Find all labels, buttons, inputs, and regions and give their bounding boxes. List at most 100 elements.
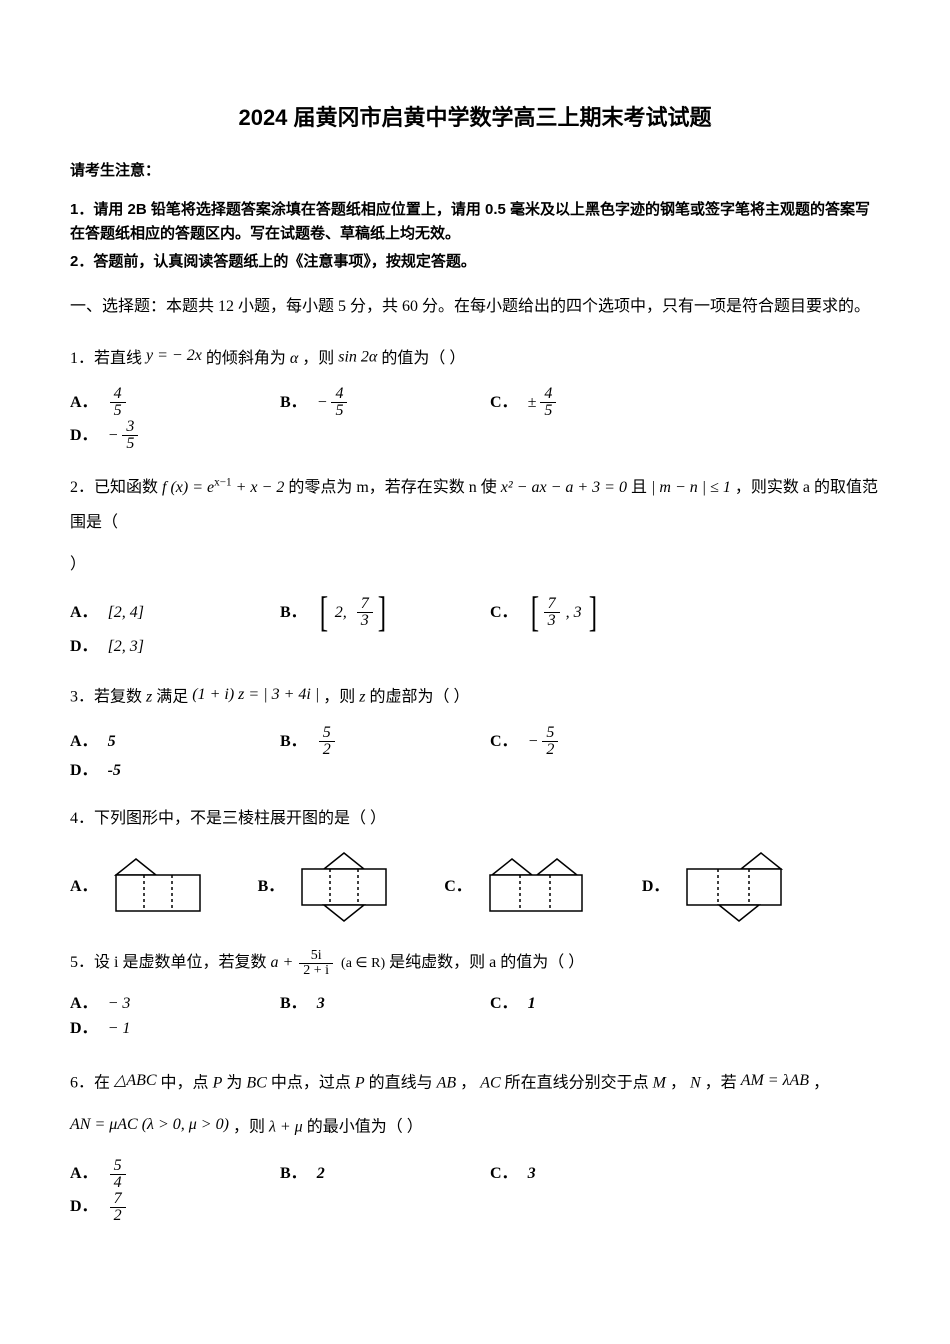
question-1: 1．若直线 y = − 2x 的倾斜角为 α ，则 sin 2α 的值为（ ）: [70, 338, 880, 376]
q2-option-C: C． [ 73 , 3 ]: [490, 592, 690, 634]
q1-sin2a: sin 2α: [338, 348, 377, 365]
opt-label-A6: A．: [70, 1161, 98, 1187]
q6-mid5: ，: [460, 1074, 480, 1091]
q3-post: 的虚部为（ ）: [369, 689, 469, 706]
opt-label-A5: A．: [70, 991, 98, 1017]
q1-option-C: C． ± 45: [490, 386, 690, 419]
prism-net-A-icon: [108, 853, 208, 921]
q6-M: M: [653, 1074, 666, 1091]
q1-text-pre: 1．若直线: [70, 350, 146, 367]
q2-fx-base: f (x) = e: [162, 479, 214, 496]
q6-option-A: A． 54: [70, 1158, 270, 1191]
q3-B-num: 5: [319, 725, 335, 742]
q6-N: N: [690, 1074, 701, 1091]
q3-pre: 3．若复数: [70, 689, 146, 706]
q3-eq: (1 + i) z = | 3 + 4i |: [192, 686, 319, 703]
q6-post: 的最小值为（ ）: [307, 1118, 423, 1135]
q4-text: 4．下列图形中，不是三棱柱展开图的是（ ）: [70, 810, 386, 827]
q6-option-B: B． 2: [280, 1161, 480, 1187]
q3-option-C: C． − 52: [490, 725, 690, 758]
q1-text-mid: 的倾斜角为: [206, 350, 290, 367]
q6-A-num: 5: [110, 1158, 126, 1175]
q2-option-D: D． [2, 3]: [70, 634, 270, 660]
q6-pre: 6．在: [70, 1074, 114, 1091]
q6-AB: AB: [437, 1074, 457, 1091]
opt-label-C: C．: [490, 390, 518, 416]
section-1-label: 一、选择题：本题共 12 小题，每小题 5 分，共 60 分。在每小题给出的四个…: [70, 294, 880, 320]
opt-label-B3: B．: [280, 729, 307, 755]
q2-C-right: 3: [574, 604, 582, 621]
q6-AC: AC: [480, 1074, 500, 1091]
opt-label-D4: D．: [642, 874, 670, 900]
opt-label-B4: B．: [258, 874, 285, 900]
q5-C-val: 1: [528, 991, 536, 1017]
notice-label: 请考生注意：: [70, 159, 880, 183]
q3-option-A: A． 5: [70, 729, 270, 755]
q1-option-D: D． − 35: [70, 419, 270, 452]
q6-ANeq: AN = μAC (λ > 0, μ > 0): [70, 1116, 229, 1133]
q5-fnum: 5i: [299, 949, 333, 964]
q1-C-num: 4: [540, 386, 556, 403]
q2-C-bracket: [ 73 , 3 ]: [528, 592, 600, 634]
opt-label-B2: B．: [280, 600, 307, 626]
opt-label-C3: C．: [490, 729, 518, 755]
opt-label-B6: B．: [280, 1161, 307, 1187]
q3-options: A． 5 B． 52 C． − 52 D． -5: [70, 725, 880, 784]
q2-mid2: 且: [631, 479, 651, 496]
instruction-1: 1．请用 2B 铅笔将选择题答案涂填在答题纸相应位置上，请用 0.5 毫米及以上…: [70, 198, 880, 246]
q5-a-plus: a +: [270, 954, 297, 971]
q5-option-D: D． − 1: [70, 1016, 270, 1042]
q2-fx-tail: + x − 2: [232, 479, 285, 496]
prism-net-B-icon: [294, 847, 394, 927]
opt-label-D6: D．: [70, 1194, 98, 1220]
q2-B-rnum: 7: [357, 596, 373, 613]
opt-label-C2: C．: [490, 600, 518, 626]
opt-label-A2: A．: [70, 600, 98, 626]
q1-B-den: 5: [331, 403, 347, 419]
q6-D-num: 7: [110, 1191, 126, 1208]
q2-option-A: A． [2, 4]: [70, 600, 270, 626]
opt-label-A: A．: [70, 390, 98, 416]
q6-comma1: ，: [813, 1074, 829, 1091]
q6-triangle: △ABC: [114, 1072, 157, 1089]
question-6: 6．在 △ABC 中，点 P 为 BC 中点，过点 P 的直线与 AB ， AC…: [70, 1060, 880, 1148]
q6-mid8: ，若: [705, 1074, 741, 1091]
question-2: 2．已知函数 f (x) = ex−1 + x − 2 的零点为 m，若存在实数…: [70, 470, 880, 582]
question-4: 4．下列图形中，不是三棱柱展开图的是（ ）: [70, 801, 880, 836]
q4-option-B: B．: [258, 847, 395, 927]
q6-mid6: 所在直线分别交于点: [505, 1074, 653, 1091]
q5-B-val: 3: [317, 991, 325, 1017]
opt-label-D: D．: [70, 423, 98, 449]
q1-text-post: 的值为（ ）: [381, 350, 465, 367]
q1-alpha: α: [290, 350, 298, 367]
q1-A-den: 5: [110, 403, 126, 419]
q6-A-den: 4: [110, 1175, 126, 1191]
q5-pre: 5．设 i 是虚数单位，若复数: [70, 954, 270, 971]
q1-D-den: 5: [122, 436, 138, 452]
q6-mid3: 中点，过点: [271, 1074, 355, 1091]
q5-option-B: B． 3: [280, 991, 480, 1017]
q3-option-B: B． 52: [280, 725, 480, 758]
q4-option-A: A．: [70, 853, 208, 921]
q1-option-B: B． − 45: [280, 386, 480, 419]
q2-pre: 2．已知函数: [70, 479, 162, 496]
q2-B-left: 2: [335, 604, 343, 621]
question-5: 5．设 i 是虚数单位，若复数 a + 5i2 + i (a ∈ R) 是纯虚数…: [70, 945, 880, 981]
q6-C-val: 3: [528, 1161, 536, 1187]
opt-label-C5: C．: [490, 991, 518, 1017]
q6-B-val: 2: [317, 1161, 325, 1187]
q6-options: A． 54 B． 2 C． 3 D． 72: [70, 1158, 880, 1224]
q6-P: P: [213, 1074, 223, 1091]
q2-C-lden: 3: [544, 613, 560, 629]
q3-mid1: 满足: [156, 689, 192, 706]
q6-mid7: ，: [670, 1074, 690, 1091]
q3-A-val: 5: [108, 729, 116, 755]
q2-post2: ）: [70, 556, 86, 573]
q5-D-val: − 1: [108, 1016, 131, 1042]
opt-label-D5: D．: [70, 1016, 98, 1042]
q3-C-den: 2: [542, 742, 558, 758]
q2-mid: 的零点为 m，若存在实数 n 使: [288, 479, 500, 496]
q3-z: z: [146, 689, 152, 706]
q1-C-den: 5: [540, 403, 556, 419]
q2-B-bracket: [ 2, 73 ]: [317, 592, 389, 634]
